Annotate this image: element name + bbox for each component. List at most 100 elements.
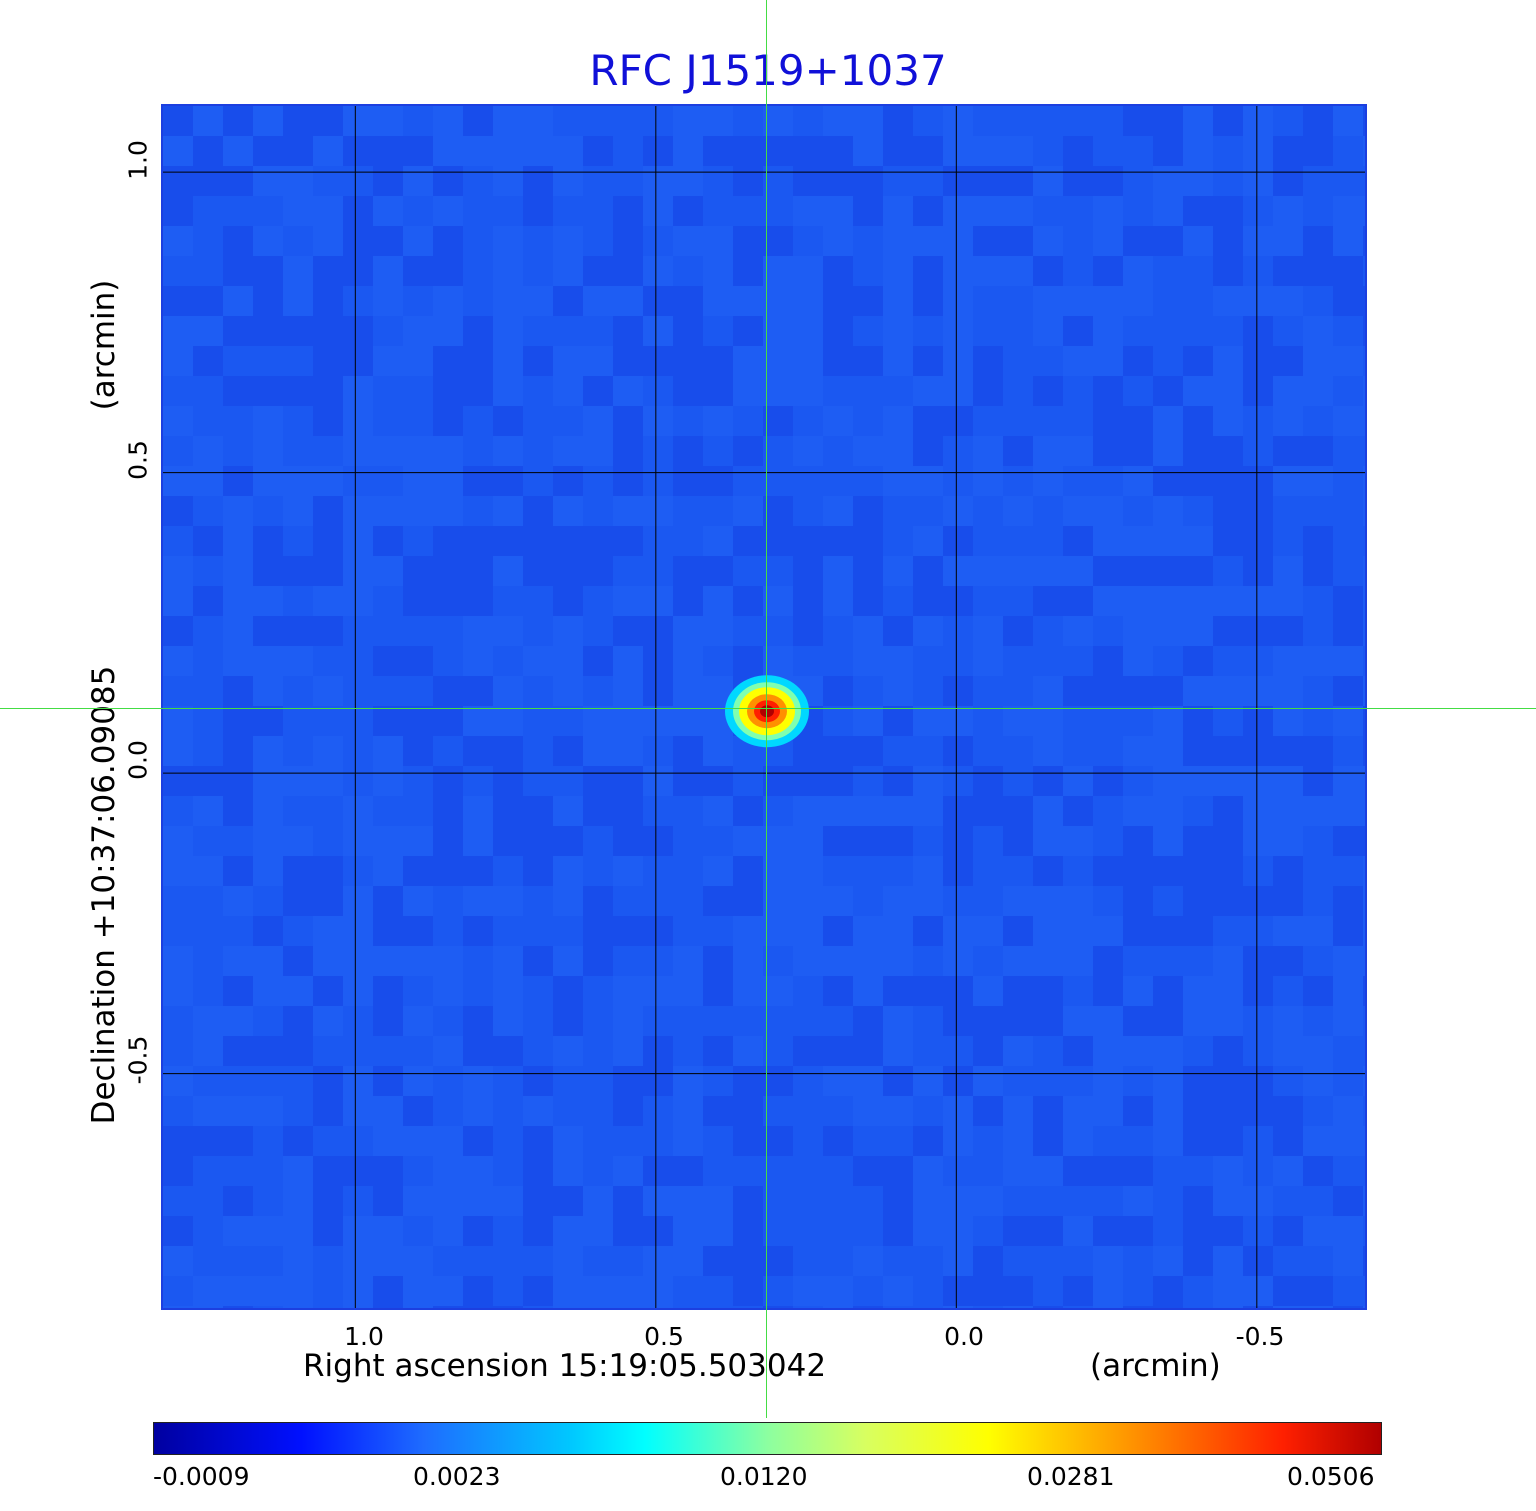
noise-cell: [1273, 946, 1303, 976]
noise-cell: [1063, 586, 1093, 616]
noise-cell: [1213, 136, 1243, 166]
noise-cell: [853, 916, 883, 946]
noise-cell: [1153, 196, 1183, 226]
noise-cell: [523, 136, 553, 166]
noise-cell: [373, 826, 403, 856]
noise-cell: [853, 1096, 883, 1126]
noise-cell: [1183, 1096, 1213, 1126]
noise-cell: [1303, 736, 1333, 766]
noise-cell: [673, 736, 703, 766]
noise-cell: [1063, 136, 1093, 166]
noise-cell: [763, 856, 793, 886]
noise-cell: [1153, 256, 1183, 286]
noise-cell: [1243, 1156, 1273, 1186]
noise-cell: [1033, 1156, 1063, 1186]
noise-cell: [553, 556, 583, 586]
noise-cell: [463, 646, 493, 676]
noise-cell: [1363, 406, 1365, 436]
noise-cell: [1123, 376, 1153, 406]
noise-cell: [1003, 676, 1033, 706]
noise-cell: [583, 526, 613, 556]
noise-cell: [883, 496, 913, 526]
noise-cell: [313, 496, 343, 526]
crosshair-horizontal: [0, 708, 1536, 709]
noise-cell: [493, 946, 523, 976]
noise-cell: [223, 706, 253, 736]
noise-cell: [403, 586, 433, 616]
noise-cell: [223, 526, 253, 556]
noise-cell: [1153, 616, 1183, 646]
noise-cell: [1003, 1006, 1033, 1036]
noise-cell: [523, 1096, 553, 1126]
noise-cell: [673, 616, 703, 646]
plot-area[interactable]: [161, 104, 1367, 1310]
noise-cell: [973, 1246, 1003, 1276]
noise-cell: [1273, 766, 1303, 796]
noise-cell: [943, 556, 973, 586]
noise-cell: [1183, 286, 1213, 316]
noise-cell: [1303, 1246, 1333, 1276]
noise-cell: [1063, 286, 1093, 316]
noise-cell: [1333, 136, 1363, 166]
noise-cell: [433, 496, 463, 526]
noise-cell: [553, 316, 583, 346]
noise-cell: [223, 406, 253, 436]
noise-cell: [433, 1246, 463, 1276]
noise-cell: [943, 196, 973, 226]
noise-cell: [823, 256, 853, 286]
noise-cell: [943, 346, 973, 376]
noise-cell: [463, 796, 493, 826]
noise-cell: [1243, 346, 1273, 376]
noise-cell: [523, 1036, 553, 1066]
noise-cell: [253, 1156, 283, 1186]
noise-cell: [1183, 406, 1213, 436]
noise-cell: [1063, 1156, 1093, 1186]
noise-cell: [193, 406, 223, 436]
noise-cell: [733, 1066, 763, 1096]
noise-cell: [403, 676, 433, 706]
noise-cell: [1093, 736, 1123, 766]
noise-cell: [583, 736, 613, 766]
noise-cell: [1333, 1036, 1363, 1066]
noise-cell: [763, 106, 793, 136]
noise-cell: [1093, 286, 1123, 316]
noise-cell: [313, 316, 343, 346]
noise-cell: [523, 1006, 553, 1036]
noise-cell: [913, 316, 943, 346]
noise-cell: [853, 376, 883, 406]
noise-cell: [223, 736, 253, 766]
noise-cell: [853, 136, 883, 166]
noise-cell: [163, 856, 193, 886]
noise-cell: [733, 616, 763, 646]
noise-cell: [283, 1156, 313, 1186]
noise-cell: [1003, 886, 1033, 916]
noise-cell: [703, 166, 733, 196]
noise-cell: [763, 496, 793, 526]
noise-cell: [433, 1006, 463, 1036]
noise-cell: [493, 916, 523, 946]
noise-cell: [943, 376, 973, 406]
noise-cell: [823, 1276, 853, 1306]
noise-cell: [403, 166, 433, 196]
noise-cell: [343, 1156, 373, 1186]
noise-cell: [1093, 796, 1123, 826]
noise-cell: [1033, 316, 1063, 346]
noise-cell: [1003, 556, 1033, 586]
noise-cell: [463, 736, 493, 766]
noise-cell: [313, 1216, 343, 1246]
noise-cell: [523, 646, 553, 676]
noise-cell: [1183, 1306, 1213, 1308]
noise-cell: [223, 646, 253, 676]
noise-cell: [523, 916, 553, 946]
noise-cell: [1093, 616, 1123, 646]
noise-cell: [913, 1246, 943, 1276]
noise-cell: [343, 406, 373, 436]
noise-cell: [283, 676, 313, 706]
noise-cell: [433, 706, 463, 736]
noise-cell: [553, 676, 583, 706]
noise-cell: [1363, 1216, 1365, 1246]
noise-cell: [1273, 916, 1303, 946]
noise-cell: [793, 736, 823, 766]
noise-cell: [403, 196, 433, 226]
noise-cell: [1003, 436, 1033, 466]
